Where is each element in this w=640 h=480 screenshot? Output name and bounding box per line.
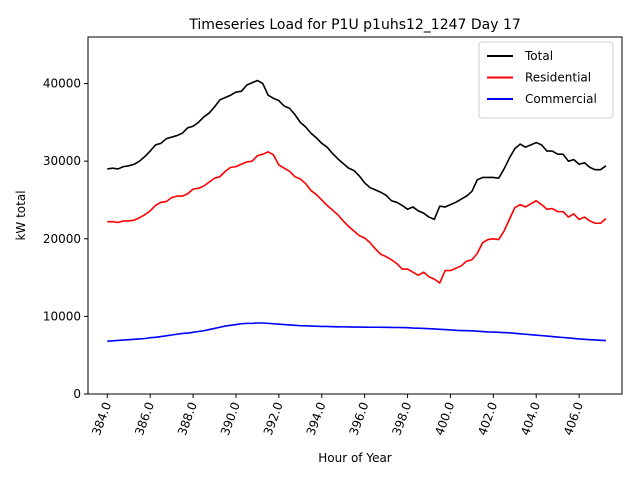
series-line-total xyxy=(107,79,607,221)
y-tick-label: 10000 xyxy=(43,309,81,323)
series-line-residential xyxy=(107,151,607,284)
y-tick-label: 0 xyxy=(73,387,81,401)
x-tick-label: 386.0 xyxy=(132,400,157,437)
y-axis-label: kW total xyxy=(14,190,28,240)
legend-label-total: Total xyxy=(524,49,553,63)
chart-title: Timeseries Load for P1U p1uhs12_1247 Day… xyxy=(188,17,521,33)
y-tick-label: 30000 xyxy=(43,154,81,168)
x-tick-label: 406.0 xyxy=(561,400,586,437)
y-tick-label: 40000 xyxy=(43,77,81,91)
legend: Total Residential Commercial xyxy=(478,41,614,119)
x-tick-label: 390.0 xyxy=(218,400,243,437)
axis-ticks: 384.0 386.0 388.0 390.0 392.0 394.0 396.0 398.0… xyxy=(43,77,586,438)
x-tick-label: 398.0 xyxy=(389,400,414,437)
y-tick-label: 20000 xyxy=(43,232,81,246)
x-tick-label: 384.0 xyxy=(89,400,114,437)
series-line-commercial xyxy=(107,322,606,343)
series-lines xyxy=(107,79,607,343)
x-tick-label: 396.0 xyxy=(347,400,372,437)
x-tick-label: 404.0 xyxy=(518,400,543,437)
plot-frame xyxy=(87,36,623,395)
legend-label-residential: Residential xyxy=(525,71,591,85)
x-tick-label: 402.0 xyxy=(475,400,500,437)
x-tick-label: 394.0 xyxy=(304,400,329,437)
x-tick-label: 400.0 xyxy=(432,400,457,437)
x-tick-label: 392.0 xyxy=(261,400,286,437)
x-axis-label: Hour of Year xyxy=(318,451,392,465)
legend-label-commercial: Commercial xyxy=(525,92,597,106)
x-tick-label: 388.0 xyxy=(175,400,200,437)
